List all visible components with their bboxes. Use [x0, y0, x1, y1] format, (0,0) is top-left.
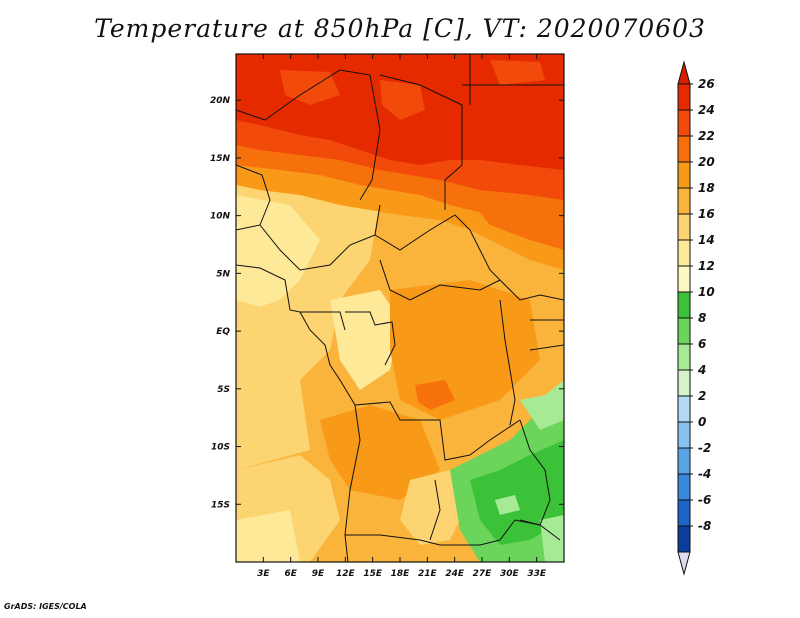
colorbar-label: 24 [698, 103, 715, 117]
lon-tick-label: 9E [312, 569, 325, 579]
colorbar-swatch [677, 135, 691, 163]
colorbar-swatch [677, 421, 691, 449]
colorbar-swatch [677, 109, 691, 137]
colorbar-swatch [677, 161, 691, 189]
map-axes: 3E 6E 9E 12E 15E 18E 21E 24E 27E 30E 33E 20N 15N 10N 5… [210, 54, 564, 579]
lon-tick-label: 24E [445, 569, 465, 579]
country-borders [236, 54, 564, 562]
colorbar-top-triangle [677, 60, 691, 85]
colorbar-swatch [677, 265, 691, 293]
colorbar-label: 8 [698, 311, 706, 325]
colorbar-label: 4 [697, 363, 706, 377]
colorbar-label: -6 [698, 493, 711, 507]
colorbar-label: 6 [698, 337, 706, 351]
lat-tick-label: 15N [210, 154, 231, 164]
colorbar-bottom-triangle [677, 551, 691, 576]
grads-credit: GrADS: IGES/COLA [4, 602, 87, 611]
lon-tick-label: 3E [257, 569, 270, 579]
colorbar-label: 16 [698, 207, 715, 221]
lat-tick-label: 20N [210, 96, 231, 106]
temperature-field [236, 54, 564, 562]
colorbar-label: 12 [698, 259, 715, 273]
colorbar-swatch [677, 291, 691, 319]
lon-tick-label: 15E [363, 569, 383, 579]
colorbar-swatch [677, 213, 691, 241]
chart-title: Temperature at 850hPa [C], VT: 202007060… [94, 14, 706, 43]
lon-tick-label: 18E [391, 569, 411, 579]
colorbar-label: 26 [698, 77, 715, 91]
lon-tick-label: 30E [500, 569, 520, 579]
lon-tick-label: 6E [284, 569, 297, 579]
colorbar-swatch [677, 187, 691, 215]
colorbar-label: 22 [698, 129, 715, 143]
lat-tick-label: 10S [211, 443, 230, 453]
colorbar-swatch [677, 317, 691, 345]
lat-tick-label: 5S [217, 385, 230, 395]
colorbar-label: 20 [698, 155, 715, 169]
lon-tick-label: 12E [336, 569, 356, 579]
colorbar-label: 2 [698, 389, 706, 403]
colorbar-swatch [677, 343, 691, 371]
lat-tick-label: 15S [211, 500, 230, 510]
colorbar-swatch [677, 525, 691, 553]
colorbar-label: 0 [698, 415, 706, 429]
colorbar-label: 18 [698, 181, 715, 195]
colorbar-label: 10 [698, 285, 715, 299]
lon-tick-label: 33E [527, 569, 547, 579]
lon-tick-label: 21E [418, 569, 438, 579]
lat-tick-label: 10N [210, 212, 231, 222]
colorbar-swatch [677, 83, 691, 111]
colorbar-label: 14 [698, 233, 715, 247]
colorbar-label: -8 [698, 519, 711, 533]
lon-tick-label: 27E [473, 569, 493, 579]
colorbar-label: -4 [698, 467, 711, 481]
colorbar-swatch [677, 499, 691, 527]
colorbar-swatch [677, 369, 691, 397]
colorbar-swatch [677, 473, 691, 501]
colorbar-swatch [677, 239, 691, 267]
colorbar-swatch [677, 395, 691, 423]
lat-tick-label: 5N [216, 269, 230, 279]
colorbar-label: -2 [698, 441, 711, 455]
lat-tick-label: EQ [216, 327, 230, 337]
colorbar-swatch [677, 447, 691, 475]
